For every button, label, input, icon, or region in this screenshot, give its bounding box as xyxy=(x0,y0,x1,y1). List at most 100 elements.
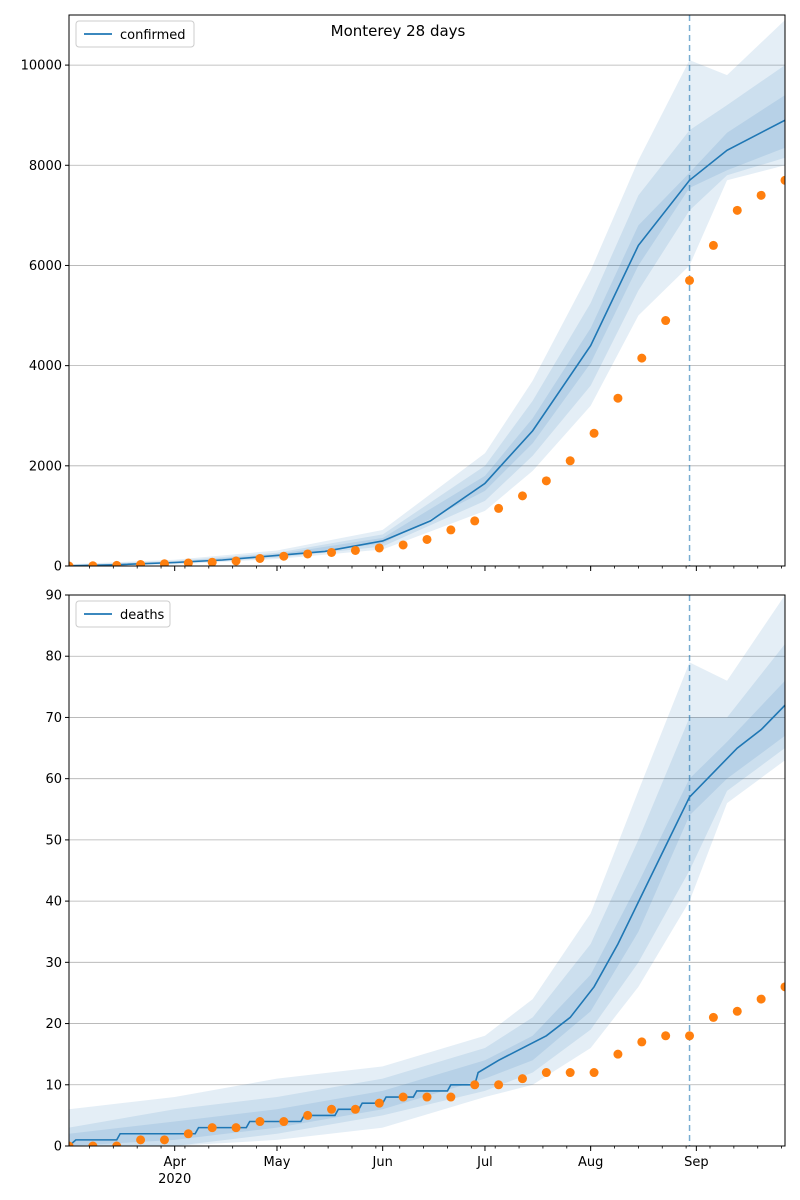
observed-confirmed-point xyxy=(255,553,265,563)
observed-deaths-point xyxy=(231,1123,241,1133)
observed-deaths-point xyxy=(255,1117,265,1127)
legend-label: deaths xyxy=(120,608,165,623)
observed-deaths-point xyxy=(661,1031,671,1041)
observed-confirmed-point xyxy=(398,540,408,550)
uncertainty-band-outer xyxy=(69,595,785,1146)
uncertainty-band-inner xyxy=(69,680,785,1146)
observed-confirmed-point xyxy=(422,534,432,544)
x-tick-label: Jun xyxy=(372,1155,393,1170)
observed-confirmed-point xyxy=(685,275,695,285)
observed-confirmed-point xyxy=(661,316,671,326)
plot-area xyxy=(69,595,785,1146)
observed-confirmed-point xyxy=(517,491,527,501)
legend: deaths xyxy=(75,600,171,628)
observed-confirmed-point xyxy=(446,525,456,535)
x-axis: Apr 2020 May Jun Jul Aug Sep xyxy=(89,1146,782,1187)
y-axis: 0 2000 4000 6000 8000 10000 xyxy=(21,59,69,575)
observed-deaths-point xyxy=(398,1092,408,1102)
observed-deaths-point xyxy=(303,1110,313,1120)
y-tick-label: 2000 xyxy=(29,459,62,474)
observed-deaths-point xyxy=(69,1141,74,1146)
observed-deaths-point xyxy=(350,1104,360,1114)
observed-confirmed-point xyxy=(565,456,575,466)
observed-deaths-point xyxy=(470,1080,480,1090)
observed-deaths-point xyxy=(374,1098,384,1108)
observed-deaths-point xyxy=(756,994,766,1004)
plot-area xyxy=(69,15,785,566)
observed-confirmed-point xyxy=(350,545,360,555)
y-tick-label: 70 xyxy=(45,711,62,726)
observed-deaths-point xyxy=(136,1135,146,1145)
observed-deaths-point xyxy=(637,1037,647,1047)
observed-deaths-point xyxy=(327,1104,337,1114)
observed-deaths-point xyxy=(780,982,785,992)
y-tick-label: 90 xyxy=(45,589,62,604)
y-tick-label: 10 xyxy=(45,1078,62,1093)
observed-deaths-point xyxy=(613,1049,623,1059)
y-tick-label: 4000 xyxy=(29,359,62,374)
observed-confirmed-point xyxy=(207,557,217,566)
y-tick-label: 6000 xyxy=(29,259,62,274)
observed-deaths-point xyxy=(112,1141,122,1146)
x-tick-sublabel: 2020 xyxy=(158,1172,191,1187)
legend-box xyxy=(75,600,171,628)
observed-confirmed-point xyxy=(88,561,98,566)
uncertainty-band-outer xyxy=(69,20,785,566)
observed-deaths-point xyxy=(685,1031,695,1041)
observed-deaths-point xyxy=(159,1135,169,1145)
observed-confirmed-point xyxy=(780,175,785,185)
observed-deaths-point xyxy=(422,1092,432,1102)
y-tick-label: 30 xyxy=(45,956,62,971)
observed-confirmed-point xyxy=(732,205,742,215)
y-tick-label: 40 xyxy=(45,895,62,910)
figure-title: Monterey 28 days xyxy=(331,22,466,40)
y-tick-label: 50 xyxy=(45,833,62,848)
observed-deaths-point xyxy=(589,1068,599,1078)
observed-confirmed-point xyxy=(637,353,647,363)
observed-confirmed-point xyxy=(69,561,74,566)
observed-deaths-point xyxy=(541,1068,551,1078)
y-tick-label: 0 xyxy=(54,560,62,575)
x-axis xyxy=(89,566,782,571)
observed-confirmed-point xyxy=(231,556,241,566)
observed-confirmed-point xyxy=(159,559,169,566)
y-tick-label: 20 xyxy=(45,1017,62,1032)
uncertainty-band-middle xyxy=(69,65,785,566)
x-tick-label: May xyxy=(264,1155,291,1170)
observed-confirmed-point xyxy=(494,503,504,513)
observed-deaths-point xyxy=(279,1117,289,1127)
y-axis: 0 10 20 30 40 50 60 70 80 90 xyxy=(45,589,69,1155)
axes-frame xyxy=(68,594,786,1147)
legend-label: confirmed xyxy=(120,28,186,43)
axes-frame xyxy=(68,14,786,567)
observed-confirmed-point xyxy=(112,560,122,566)
x-tick-label: Apr xyxy=(163,1155,186,1170)
x-tick-label: Sep xyxy=(684,1155,709,1170)
observed-deaths-point xyxy=(708,1012,718,1022)
y-tick-label: 10000 xyxy=(21,59,62,74)
observed-confirmed-point xyxy=(541,476,551,486)
observed-confirmed-point xyxy=(279,551,289,561)
observed-deaths-point xyxy=(517,1074,527,1084)
observed-deaths-point xyxy=(183,1129,193,1139)
legend: confirmed xyxy=(75,20,195,48)
observed-confirmed-point xyxy=(183,558,193,566)
observed-deaths-point xyxy=(88,1141,98,1146)
observed-confirmed-point xyxy=(470,516,480,526)
x-tick-label: Aug xyxy=(578,1155,603,1170)
y-tick-label: 8000 xyxy=(29,159,62,174)
observed-confirmed-point xyxy=(374,543,384,553)
observed-confirmed-point xyxy=(589,428,599,438)
observed-confirmed-point xyxy=(756,190,766,200)
observed-confirmed-point xyxy=(708,240,718,250)
observed-confirmed-point xyxy=(136,559,146,566)
deaths-panel: 0 10 20 30 40 50 60 70 80 90 Apr 2020 May Jun Jul Aug Se… xyxy=(45,589,786,1187)
observed-deaths-point xyxy=(565,1068,575,1078)
x-tick-label: Jul xyxy=(476,1155,493,1170)
observed-confirmed-point xyxy=(613,393,623,403)
observed-deaths-point xyxy=(446,1092,456,1102)
observed-deaths-point xyxy=(494,1080,504,1090)
legend-box xyxy=(75,20,195,48)
